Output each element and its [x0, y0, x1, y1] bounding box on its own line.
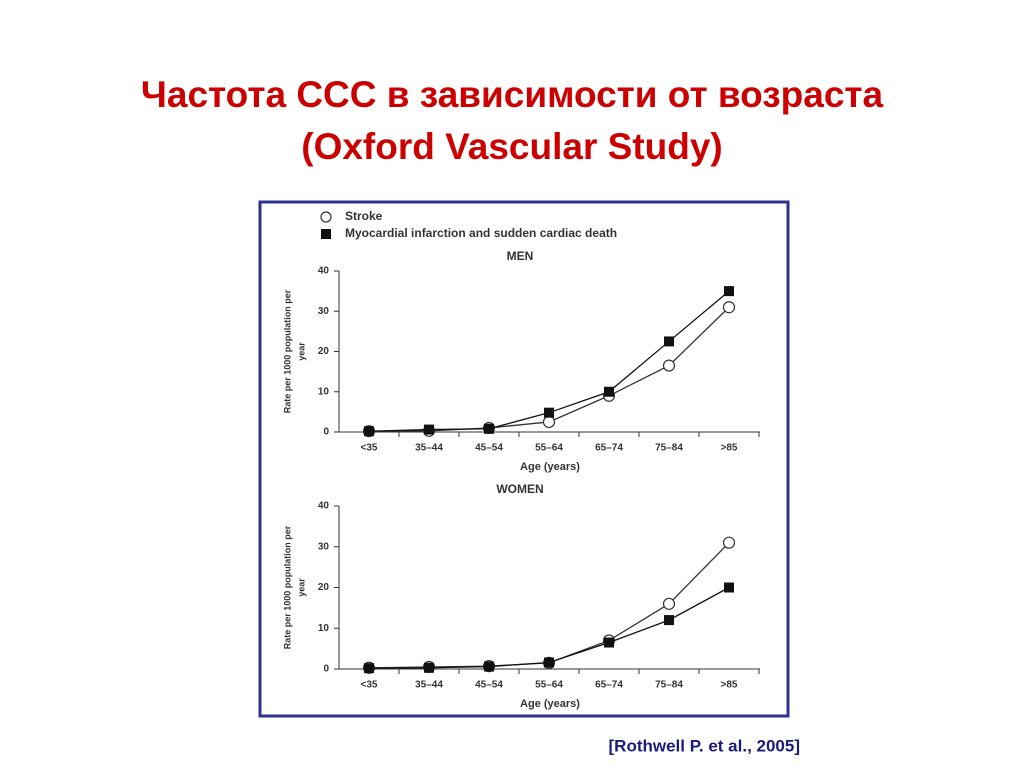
data-point: [664, 615, 674, 626]
x-tick-label: >85: [721, 443, 738, 454]
data-point: [662, 359, 676, 372]
x-tick-label: >85: [721, 680, 738, 691]
x-tick-label: 75–84: [655, 443, 683, 454]
data-point: [364, 426, 374, 437]
y-axis-label: Rate per 1000 population per: [282, 289, 292, 413]
slide-title: (Oxford Vascular Study): [301, 126, 723, 167]
data-point: [542, 415, 556, 429]
data-point: [484, 423, 494, 434]
chart-title: WOMEN: [496, 482, 543, 496]
citation: [Rothwell P. et al., 2005]: [609, 736, 800, 755]
y-tick-label: 40: [318, 501, 330, 512]
y-tick-label: 20: [318, 346, 330, 357]
legend-label: Stroke: [345, 209, 383, 223]
y-axis-label: year: [296, 578, 306, 597]
data-point: [724, 582, 734, 593]
y-tick-label: 0: [323, 427, 329, 438]
x-tick-label: 35–44: [415, 443, 443, 454]
y-tick-label: 30: [318, 541, 330, 552]
x-tick-label: 75–84: [655, 680, 683, 691]
y-tick-label: 10: [318, 386, 330, 397]
data-point: [364, 663, 374, 674]
x-tick-label: 55–64: [535, 443, 563, 454]
data-point: [424, 662, 434, 673]
x-tick-label: 55–64: [535, 680, 563, 691]
x-axis-label: Age (years): [520, 698, 580, 710]
x-tick-label: 35–44: [415, 680, 443, 691]
y-tick-label: 10: [318, 623, 330, 634]
data-point: [484, 661, 494, 672]
data-point: [722, 536, 736, 549]
data-point: [604, 637, 614, 648]
y-tick-label: 30: [318, 306, 330, 317]
data-point: [604, 386, 614, 397]
y-tick-label: 20: [318, 582, 330, 593]
data-point: [544, 657, 554, 668]
x-tick-label: <35: [361, 443, 378, 454]
data-point: [662, 597, 676, 610]
x-tick-label: 45–54: [475, 443, 503, 454]
y-tick-label: 0: [323, 664, 329, 675]
data-point: [722, 301, 736, 314]
data-point: [664, 336, 674, 347]
legend-label: Myocardial infarction and sudden cardiac…: [345, 226, 617, 240]
y-axis-label: year: [296, 342, 306, 361]
y-axis-label: Rate per 1000 population per: [282, 525, 292, 649]
data-point: [424, 424, 434, 435]
chart-title: MEN: [507, 249, 534, 263]
legend-marker: [321, 229, 331, 239]
y-tick-label: 40: [318, 266, 330, 277]
legend-marker: [320, 211, 332, 223]
slide-title: Частота ССС в зависимости от возраста: [141, 74, 884, 115]
data-point: [544, 407, 554, 418]
x-tick-label: 65–74: [595, 680, 623, 691]
data-point: [724, 286, 734, 297]
x-tick-label: <35: [361, 680, 378, 691]
x-tick-label: 65–74: [595, 443, 623, 454]
x-tick-label: 45–54: [475, 680, 503, 691]
figure-frame: [258, 200, 790, 718]
x-axis-label: Age (years): [520, 461, 580, 473]
